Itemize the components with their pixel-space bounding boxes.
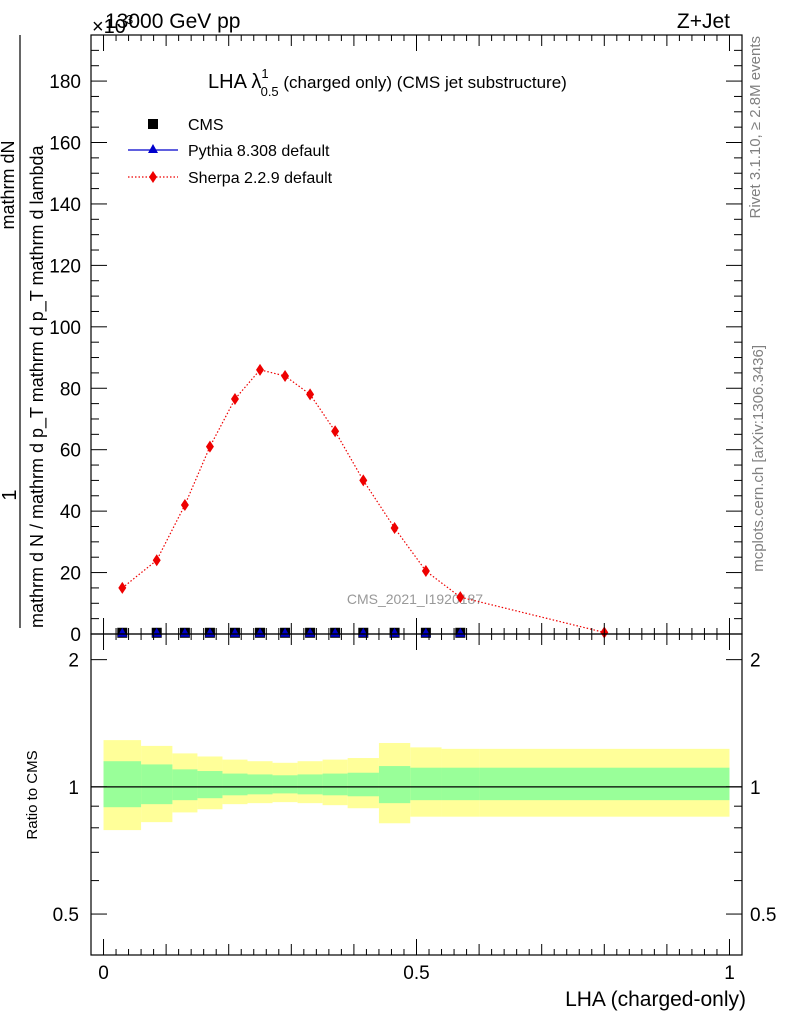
ratio-ytick-label-left: 2 bbox=[68, 651, 79, 672]
mcplots-label: mcplots.cern.ch [arXiv:1306.3436] bbox=[750, 345, 767, 572]
rivet-label: Rivet 3.1.10, ≥ 2.8M events bbox=[747, 36, 764, 219]
ylabel-denominator: mathrm d N / mathrm d p_T mathrm d p_T m… bbox=[27, 145, 48, 628]
ratio-band-inner-bin bbox=[141, 764, 173, 805]
header-left: 13000 GeV pp bbox=[105, 10, 240, 33]
watermark: CMS_2021_I1920187 bbox=[347, 591, 483, 607]
ratio-xtick-label: 0.5 bbox=[403, 963, 429, 984]
data-point-sherpa bbox=[180, 498, 189, 511]
data-point-sherpa bbox=[118, 581, 127, 594]
main-ylabel: 1 mathrm d N / mathrm d p_T mathrm d p_T… bbox=[0, 35, 48, 628]
data-point-sherpa bbox=[230, 393, 239, 406]
series-line-diamond bbox=[121, 369, 605, 634]
main-series bbox=[117, 363, 609, 639]
main-ytick-label: 160 bbox=[49, 134, 81, 155]
legend-marker-cms bbox=[148, 119, 158, 129]
ylabel-inner-numerator: mathrm dN bbox=[0, 140, 18, 229]
ratio-ytick-label-right: 1 bbox=[750, 778, 761, 799]
ratio-band-inner-bin bbox=[410, 767, 442, 801]
ratio-bands bbox=[91, 740, 742, 831]
ratio-band-inner-bin bbox=[479, 767, 730, 801]
ratio-band-inner-bin bbox=[272, 775, 298, 794]
ratio-band-inner-bin bbox=[378, 766, 411, 804]
axis-ticks: 0 20 40 60 80 100 120 140 160 180 0 0.5 1 0.5 0.5 1 1 2 2 bbox=[49, 34, 776, 984]
ratio-band-inner-bin bbox=[297, 774, 323, 795]
ratio-ytick-label-right: 2 bbox=[750, 651, 761, 672]
data-point-sherpa bbox=[306, 388, 315, 401]
legend-marker-pythia bbox=[148, 144, 158, 153]
ratio-ytick-label-left: 1 bbox=[68, 778, 79, 799]
ratio-xtick-label: 1 bbox=[724, 963, 735, 984]
main-ytick-label: 100 bbox=[49, 318, 81, 339]
ratio-band-inner-bin bbox=[347, 772, 379, 797]
data-point-sherpa bbox=[205, 440, 214, 453]
data-point-sherpa bbox=[281, 369, 290, 382]
legend-label-cms: CMS bbox=[188, 117, 224, 134]
legend-marker-sherpa bbox=[149, 171, 157, 183]
ratio-band-inner-bin bbox=[222, 773, 248, 796]
main-ytick-label: 180 bbox=[49, 72, 81, 93]
ratio-band-inner-bin bbox=[103, 761, 142, 808]
main-ytick-label: 40 bbox=[60, 502, 81, 523]
legend-label-sherpa: Sherpa 2.2.9 default bbox=[188, 170, 333, 187]
ylabel-numerator: 1 bbox=[0, 489, 21, 500]
ratio-band-inner-bin bbox=[441, 767, 480, 801]
exponent-label: ×103 bbox=[92, 12, 133, 38]
main-ytick-label: 120 bbox=[49, 256, 81, 277]
main-ytick-label: 60 bbox=[60, 441, 81, 462]
legend: CMS Pythia 8.308 default Sherpa 2.2.9 de… bbox=[128, 117, 333, 187]
main-ytick-label: 0 bbox=[70, 625, 81, 646]
main-ytick-label: 80 bbox=[60, 379, 81, 400]
ratio-band-inner-bin bbox=[247, 774, 273, 795]
main-ytick-label: 20 bbox=[60, 564, 81, 585]
data-point-sherpa bbox=[359, 474, 368, 487]
main-ytick-label: 140 bbox=[49, 195, 81, 216]
data-point-sherpa bbox=[331, 425, 340, 438]
ratio-ylabel: Ratio to CMS bbox=[24, 750, 41, 839]
data-point-sherpa bbox=[421, 565, 430, 578]
legend-label-pythia: Pythia 8.308 default bbox=[188, 143, 330, 160]
header-right: Z+Jet bbox=[677, 10, 730, 33]
main-title: LHA λ1 0.5 (charged only) (CMS jet substr… bbox=[208, 66, 567, 99]
data-point-sherpa bbox=[256, 363, 265, 376]
ratio-band-inner-bin bbox=[172, 769, 198, 801]
data-point-sherpa bbox=[456, 591, 465, 604]
data-point-sherpa bbox=[152, 554, 161, 567]
data-point-sherpa bbox=[390, 522, 399, 535]
ratio-ytick-label-right: 0.5 bbox=[750, 905, 776, 926]
ratio-band-inner-bin bbox=[197, 771, 223, 799]
ratio-ytick-label-left: 0.5 bbox=[53, 905, 79, 926]
ratio-xtick-label: 0 bbox=[98, 963, 109, 984]
xlabel: LHA (charged-only) bbox=[565, 988, 746, 1011]
ratio-band-inner-bin bbox=[322, 773, 348, 796]
